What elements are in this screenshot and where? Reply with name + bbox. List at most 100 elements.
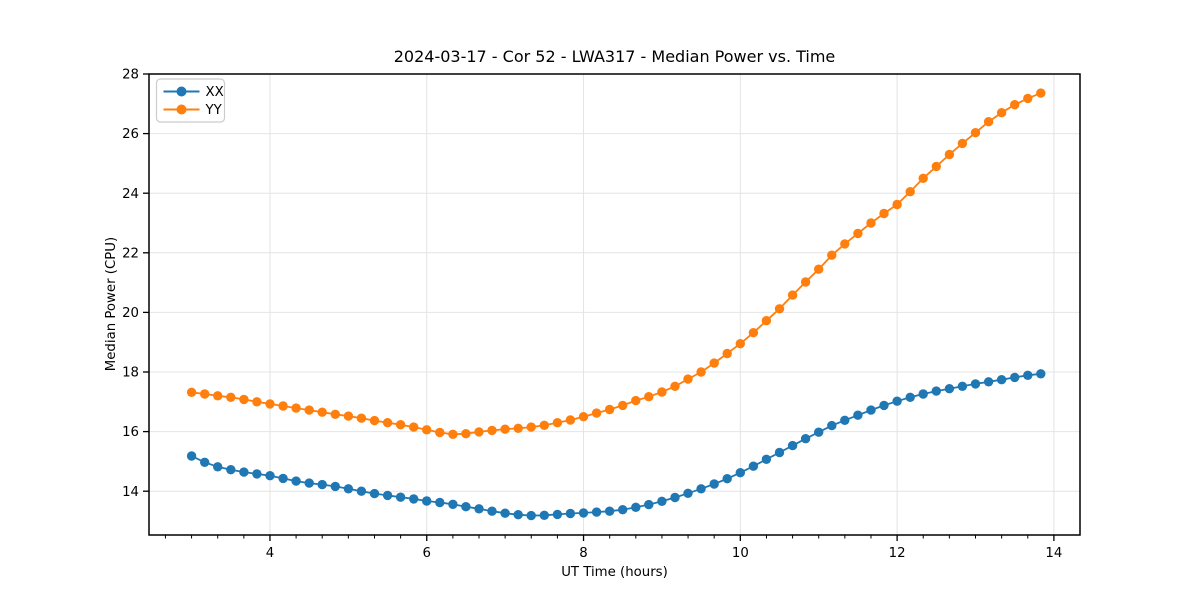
series-xx-marker	[409, 494, 419, 504]
series-yy-marker	[905, 187, 915, 197]
series-xx-marker	[591, 507, 602, 517]
series-yy-marker	[761, 316, 772, 326]
series-xx-marker	[513, 510, 523, 520]
series-xx-marker	[252, 469, 262, 479]
series-yy-marker	[800, 277, 811, 287]
series-xx-marker	[866, 405, 876, 415]
series-xx-marker	[996, 375, 1007, 385]
legend-box	[155, 78, 226, 123]
series-xx-marker	[670, 492, 680, 503]
series-xx-marker	[317, 479, 327, 490]
series-yy-marker	[186, 387, 197, 397]
legend-label: XX	[206, 85, 224, 100]
x-axis-label: UT Time (hours)	[561, 565, 668, 580]
series-xx-marker	[1036, 369, 1046, 379]
series-yy-marker	[539, 420, 549, 430]
series-xx-marker	[892, 396, 902, 406]
series-xx-marker	[565, 508, 576, 519]
series-yy-marker	[631, 395, 641, 406]
series-yy-marker	[226, 392, 236, 402]
series-yy-marker	[200, 389, 210, 399]
series-yy-marker	[304, 405, 314, 415]
series-xx-marker	[618, 505, 628, 515]
series-yy-marker	[866, 218, 876, 228]
series-xx-marker	[931, 386, 941, 396]
series-xx-marker	[814, 427, 824, 437]
series-yy-marker	[356, 413, 367, 423]
series-yy-marker	[213, 391, 223, 401]
series-yy-marker	[683, 374, 693, 384]
series-xx-marker	[186, 451, 197, 461]
y-tick-label: 20	[122, 306, 139, 321]
series-xx-marker	[382, 490, 393, 501]
series-xx-marker	[827, 420, 837, 431]
series-xx-marker	[604, 506, 615, 516]
series-yy-marker	[1023, 93, 1033, 104]
series-yy-marker	[239, 394, 249, 405]
series-yy-marker	[931, 161, 941, 172]
series-yy-marker	[474, 427, 484, 437]
series-yy-marker	[565, 415, 576, 425]
y-tick-label: 14	[122, 485, 139, 500]
series-yy-marker	[735, 339, 745, 349]
series-yy-marker	[278, 401, 288, 411]
series-xx-marker	[787, 440, 798, 451]
legend-label: YY	[205, 103, 223, 118]
series-xx-marker	[800, 434, 811, 444]
x-tick-label: 4	[266, 546, 274, 561]
series-xx-marker	[343, 484, 354, 494]
series-xx-marker	[735, 468, 745, 478]
series-xx-marker	[722, 474, 732, 484]
series-yy-marker	[918, 173, 928, 183]
series-xx-marker	[330, 481, 340, 492]
y-tick-label: 26	[122, 127, 139, 142]
series-yy-marker	[657, 387, 667, 397]
series-xx-marker	[983, 377, 994, 387]
series-yy-marker	[369, 415, 380, 426]
plot-border	[148, 73, 1081, 536]
legend-marker-sample	[176, 86, 187, 97]
x-tick-label: 8	[579, 546, 587, 561]
series-xx-marker	[683, 488, 693, 498]
series-yy-marker	[618, 400, 628, 411]
series-yy-marker	[487, 425, 497, 436]
series-yy-marker	[435, 427, 445, 438]
series-yy-marker	[291, 403, 301, 413]
series-xx-marker	[474, 504, 484, 514]
series-xx-marker	[774, 447, 785, 458]
series-xx-marker	[840, 415, 850, 425]
series-yy-marker	[526, 422, 536, 432]
series-xx-marker	[461, 502, 471, 512]
series-yy-marker	[552, 418, 563, 428]
series-xx-marker	[395, 492, 406, 502]
series-yy-marker	[996, 108, 1007, 118]
series-yy-marker	[840, 239, 850, 249]
chart-title: 2024-03-17 - Cor 52 - LWA317 - Median Po…	[393, 47, 836, 66]
legend-marker-sample	[176, 104, 187, 115]
series-xx-marker	[487, 506, 497, 516]
series-yy-marker	[787, 290, 798, 300]
series-xx-marker	[918, 389, 928, 399]
series-yy-marker	[578, 412, 589, 422]
series-xx-marker	[213, 462, 223, 472]
series-xx-marker	[944, 384, 955, 394]
series-xx-marker	[239, 467, 249, 477]
series-xx-marker	[278, 473, 288, 484]
series-xx-marker	[448, 499, 458, 509]
x-tick-label: 14	[1045, 546, 1062, 561]
series-yy-marker	[827, 250, 837, 260]
series-xx-marker	[970, 379, 981, 389]
series-xx-marker	[957, 381, 968, 391]
series-yy-marker	[879, 208, 889, 219]
series-yy-marker	[644, 392, 654, 402]
series-yy-marker	[448, 429, 458, 439]
series-xx-marker	[226, 465, 236, 475]
series-yy-marker	[892, 199, 902, 210]
series-xx-marker	[356, 486, 367, 496]
series-yy-marker	[670, 381, 680, 391]
series-yy-marker	[983, 117, 994, 127]
y-tick-label: 28	[122, 68, 139, 83]
series-yy-marker	[774, 304, 785, 314]
